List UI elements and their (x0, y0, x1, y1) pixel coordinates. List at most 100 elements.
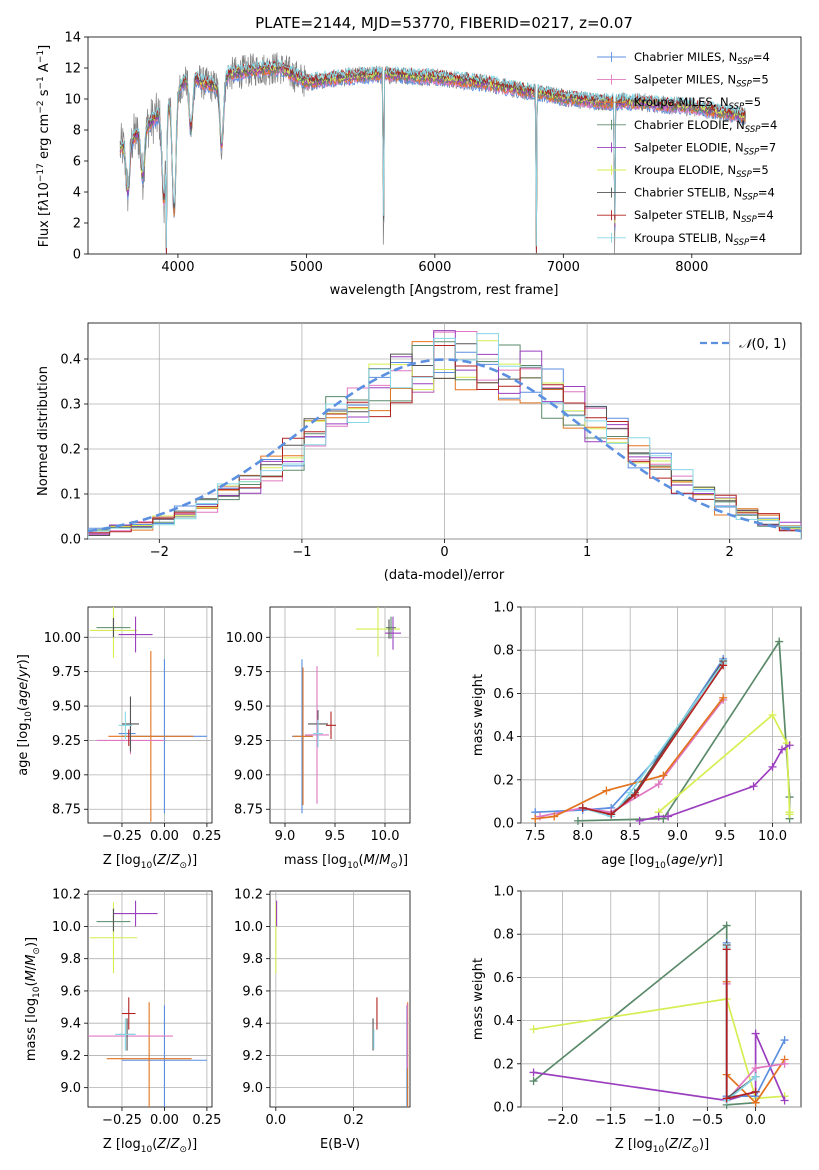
y-tick-label: 9.2 (60, 1049, 81, 1064)
x-tick-label: −0.5 (692, 1113, 724, 1128)
y-tick-label: 0.6 (493, 971, 514, 986)
weight-marker-kroupa-miles (719, 693, 728, 702)
weight-marker-salpeter-stelib (607, 810, 616, 819)
y-tick-label: 0.0 (493, 817, 514, 832)
y-tick-label: 10 (64, 93, 81, 108)
x-tick-label: 0 (440, 545, 448, 560)
y-tick-label: 0.8 (493, 928, 514, 943)
y-tick-label: 2 (73, 217, 81, 232)
weight-marker-salpeter-miles (535, 812, 544, 821)
gridlines (270, 607, 410, 823)
legend-label: Chabrier STELIB, NSSP=4 (634, 186, 775, 203)
weight-marker-chabrier-elodie (573, 816, 582, 825)
y-tick-label: 10.0 (234, 920, 263, 935)
mass-vs-ebv-plot: 0.0 0.2 9.0 9.2 9.4 9.6 9.8 10.0 10.2 (234, 888, 410, 1128)
residuals-legend: 𝒩(0, 1) (700, 337, 786, 352)
weight-marker-salpeter-elodie (529, 1068, 538, 1077)
x-tick-label: 9.0 (667, 829, 688, 844)
age-vs-Z-xlabel: Z [log10(Z/Z⊙)] (103, 853, 197, 871)
error-bar-point (121, 696, 139, 752)
gridlines (88, 323, 801, 540)
y-tick-label: 9.4 (60, 1017, 81, 1032)
weight-marker-salpeter-elodie (749, 782, 758, 791)
weight-marker-salpeter-elodie (654, 812, 663, 821)
x-tick-label: 0.00 (150, 829, 179, 844)
x-tick-label: 0.0 (265, 1113, 286, 1128)
panel-weight-vs-Z: −2.0 −1.5 −1.0 −0.5 0.0 0.0 0.2 0.4 0.6 0.8 1.0 Z … (471, 885, 802, 1155)
weight-marker-salpeter-elodie (664, 812, 673, 821)
y-tick-label: 9.0 (242, 1081, 263, 1096)
weight-marker-kroupa-miles (531, 814, 540, 823)
y-tick-label: 10.00 (226, 631, 263, 646)
x-tick-label: 8000 (675, 260, 708, 275)
x-tick-label: 10.0 (758, 829, 787, 844)
error-bar-point (326, 711, 336, 740)
weight-marker-chabrier-elodie (529, 1077, 538, 1086)
histogram-chabrier-miles (88, 351, 801, 539)
x-tick-label: 0.2 (343, 1113, 364, 1128)
y-tick-label: 10.2 (234, 888, 263, 903)
y-tick-label: 9.8 (60, 952, 81, 967)
y-tick-label: 10.00 (44, 631, 81, 646)
weight-line-kroupa-elodie (533, 998, 785, 1100)
weight-vs-Z-plot: −2.0 −1.5 −1.0 −0.5 0.0 0.0 0.2 0.4 0.6 0.8 1.0 (493, 885, 801, 1128)
weight-marker-chabrier-miles (780, 1036, 789, 1045)
legend-label: Chabrier ELODIE, NSSP=4 (634, 118, 777, 135)
y-tick-label: 9.75 (52, 665, 81, 680)
weight-marker-kroupa-miles (659, 771, 668, 780)
weight-line-chabrier-elodie (577, 639, 791, 822)
x-tick-label: 9.0 (275, 829, 296, 844)
error-bar-point (118, 711, 133, 740)
error-bar-point (385, 616, 401, 650)
y-tick-label: 0 (73, 248, 81, 263)
residuals-plot: −2 −1 0 1 2 0.0 0.1 0.2 0.3 0.4 (60, 323, 801, 560)
panel-spectrum: 4000 5000 6000 7000 8000 0 2 4 6 8 10 12 14 waveleng… (36, 31, 802, 298)
weight-marker-kroupa-stelib (626, 788, 635, 797)
error-bar-point (121, 997, 136, 1030)
y-tick-label: 14 (64, 31, 81, 46)
error-bar-point (106, 1002, 192, 1107)
y-tick-label: 0.2 (493, 1057, 514, 1072)
model-line-kroupa-stelib (119, 58, 746, 249)
weight-line-salpeter-miles (539, 699, 724, 818)
y-tick-label: 0.0 (60, 533, 81, 548)
error-bar-point (293, 667, 313, 806)
y-tick-label: 9.2 (242, 1049, 263, 1064)
x-tick-label: 7.5 (525, 829, 546, 844)
weight-marker-chabrier-elodie (722, 921, 731, 930)
x-tick-label: −2.0 (547, 1113, 579, 1128)
legend-label: Kroupa STELIB, NSSP=4 (634, 231, 766, 248)
legend-label: Kroupa ELODIE, NSSP=5 (634, 163, 769, 180)
x-tick-label: 9.5 (325, 829, 346, 844)
gridlines (521, 890, 801, 1108)
error-bar-point (121, 1005, 207, 1107)
y-tick-label: 0.4 (493, 730, 514, 745)
weight-vs-age-ylabel: mass weight (471, 674, 486, 756)
age-vs-Z-plot: −0.25 0.00 0.25 8.75 9.00 9.25 9.50 9.75 10.00 (44, 607, 221, 844)
histogram-salpeter-stelib (88, 345, 801, 539)
y-tick-label: 0.4 (60, 353, 81, 368)
weight-marker-chabrier-elodie (775, 637, 784, 646)
residuals-xlabel: (data-model)/error (384, 568, 505, 583)
weight-marker-kroupa-elodie (785, 810, 794, 819)
panel-residuals: −2 −1 0 1 2 0.0 0.1 0.2 0.3 0.4 (data-model)/erro… (36, 322, 802, 583)
residuals-ylabel: Normed distribution (36, 366, 51, 496)
error-bar-point (108, 651, 194, 822)
panel-weight-vs-age-frame (520, 606, 802, 824)
panel-age-vs-mass: 9.0 9.5 10.0 8.75 9.00 9.25 9.50 9.75 10.00 mass… (226, 606, 411, 871)
legend-label: Chabrier MILES, NSSP=4 (634, 50, 770, 67)
histogram-kroupa-stelib (88, 333, 801, 539)
y-tick-label: 9.8 (242, 952, 263, 967)
y-tick-label: 8 (73, 124, 81, 139)
panel-mass-vs-Z: −0.25 0.00 0.25 9.0 9.2 9.4 9.6 9.8 10.0 10.2 Z [… (24, 888, 221, 1155)
y-tick-label: 0.2 (493, 773, 514, 788)
error-bar-point (305, 666, 329, 804)
age-vs-mass-plot: 9.0 9.5 10.0 8.75 9.00 9.25 9.50 9.75 10.00 (226, 607, 410, 844)
panel-weight-vs-Z-frame (520, 890, 802, 1108)
y-tick-label: 9.25 (234, 734, 263, 749)
spectrum-xlabel: wavelength [Angstrom, rest frame] (330, 283, 559, 298)
weight-marker-salpeter-elodie (780, 1096, 789, 1105)
age-vs-mass-xlabel: mass [log10(M/M⊙)] (284, 853, 408, 871)
weight-marker-kroupa-stelib (751, 1072, 760, 1081)
y-tick-label: 0.4 (493, 1014, 514, 1029)
